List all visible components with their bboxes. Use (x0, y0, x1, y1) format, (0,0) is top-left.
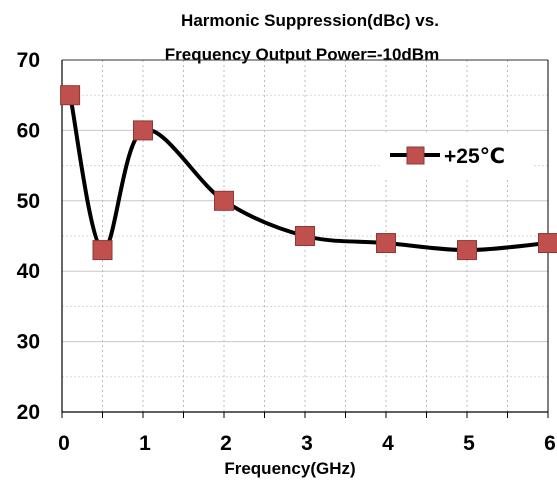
legend-marker (407, 147, 424, 164)
x-tick-label: 3 (301, 432, 313, 455)
legend-label: +25℃ (444, 145, 505, 168)
y-tick-label: 50 (17, 190, 40, 213)
data-point-marker (134, 121, 153, 140)
data-point-marker (539, 234, 557, 253)
data-point-marker (61, 86, 80, 105)
y-tick-label: 40 (17, 260, 40, 283)
x-tick-label: 0 (58, 432, 70, 455)
chart-title-line2: Frequency Output Power=-10dBm (165, 45, 439, 64)
y-tick-label: 20 (17, 401, 40, 424)
chart-title-line1: Harmonic Suppression(dBc) vs. (181, 11, 439, 30)
data-point-marker (377, 234, 396, 253)
x-tick-label: 1 (139, 432, 151, 455)
x-tick-label: 4 (382, 432, 394, 455)
data-point-marker (458, 241, 477, 260)
data-point-marker (215, 191, 234, 210)
x-tick-label: 2 (220, 432, 232, 455)
data-point-marker (296, 227, 315, 246)
data-point-marker (93, 241, 112, 260)
y-tick-label: 30 (17, 331, 40, 354)
x-axis-label: Frequency(GHz) (224, 459, 355, 478)
x-tick-label: 6 (544, 432, 556, 455)
x-tick-label: 5 (463, 432, 475, 455)
y-tick-label: 60 (17, 119, 40, 142)
legend: +25℃ (380, 135, 532, 179)
y-tick-label: 70 (17, 49, 40, 72)
